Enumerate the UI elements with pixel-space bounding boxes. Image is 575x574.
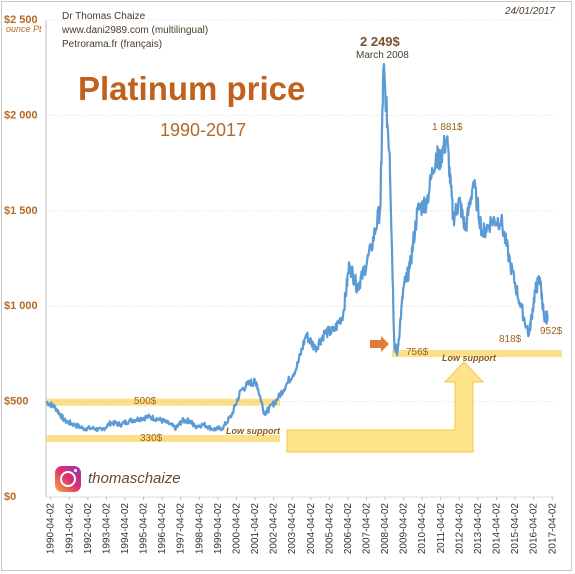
x-tick-label: 2016-04-02 <box>529 503 540 555</box>
x-tick-label: 2010-04-02 <box>417 503 428 555</box>
x-tick-label: 1997-04-02 <box>176 503 187 555</box>
instagram-handle: thomaschaize <box>88 470 181 487</box>
x-tick-label: 2001-04-02 <box>250 503 261 555</box>
x-tick-label: 2014-04-02 <box>492 503 503 555</box>
x-tick-label: 2003-04-02 <box>287 503 298 555</box>
support-330-label: 330$ <box>140 433 163 444</box>
support-500-label: 500$ <box>134 396 157 407</box>
credits-block: Dr Thomas Chaize www.dani2989.com (multi… <box>62 10 208 52</box>
x-tick-label: 1996-04-02 <box>157 503 168 555</box>
x-tick-label: 1994-04-02 <box>120 503 131 555</box>
x-tick-label: 2006-04-02 <box>343 503 354 555</box>
x-tick-label: 1990-04-02 <box>46 503 57 555</box>
support-band-756 <box>392 350 562 358</box>
website-petrorama: Petrorama.fr (français) <box>62 39 163 50</box>
x-tick-label: 2013-04-02 <box>473 503 484 555</box>
x-tick-label: 1991-04-02 <box>64 503 75 555</box>
x-tick-label: 2002-04-02 <box>269 503 280 555</box>
chart-subtitle: 1990-2017 <box>160 120 247 140</box>
x-tick-label: 2009-04-02 <box>399 503 410 555</box>
support-band-330 <box>46 434 280 442</box>
low-support-label-left: Low support <box>226 426 280 436</box>
last-price-label: 952$ <box>540 326 563 337</box>
x-tick-label: 2012-04-02 <box>454 503 465 555</box>
support-band-500 <box>46 398 280 406</box>
price-line <box>45 62 549 433</box>
instagram-flash-icon <box>74 469 77 472</box>
y-tick-label: $500 <box>4 396 28 408</box>
high-2011-label: 1 881$ <box>432 122 463 133</box>
y-tick-label: $2 000 <box>4 109 38 121</box>
x-tick-label: 2015-04-02 <box>510 503 521 555</box>
peak-date-label: March 2008 <box>356 50 409 61</box>
x-tick-label: 1999-04-02 <box>213 503 224 555</box>
peak-value-label: 2 249$ <box>360 34 400 49</box>
instagram-lens-icon <box>60 471 76 487</box>
y-axis-unit: ounce Pt <box>6 24 42 34</box>
x-tick-label: 2007-04-02 <box>361 503 372 555</box>
author-name: Dr Thomas Chaize <box>62 11 146 22</box>
x-tick-label: 2000-04-02 <box>231 503 242 555</box>
x-tick-label: 1992-04-02 <box>83 503 94 555</box>
website-multilingual: www.dani2989.com (multilingual) <box>62 25 209 36</box>
y-tick-label: $1 500 <box>4 205 38 217</box>
low-support-label-right: Low support <box>442 353 496 363</box>
x-tick-label: 1993-04-02 <box>101 503 112 555</box>
x-tick-label: 2005-04-02 <box>324 503 335 555</box>
x-tick-label: 2017-04-02 <box>547 503 558 555</box>
x-tick-label: 2004-04-02 <box>306 503 317 555</box>
chart-title: Platinum price <box>78 70 306 107</box>
chart-date: 24/01/2017 <box>504 6 555 17</box>
low-2008-label: 756$ <box>406 347 429 358</box>
support-up-arrow <box>286 361 485 453</box>
y-tick-label: $0 <box>4 491 16 503</box>
x-tick-label: 2008-04-02 <box>380 503 391 555</box>
x-tick-label: 1998-04-02 <box>194 503 205 555</box>
low-2016-label: 818$ <box>499 334 522 345</box>
y-tick-label: $2 500 <box>4 14 38 26</box>
pointer-arrow <box>370 336 389 352</box>
y-tick-label: $1 000 <box>4 300 38 312</box>
x-tick-label: 2011-04-02 <box>436 503 447 554</box>
x-tick-label: 1995-04-02 <box>139 503 150 555</box>
